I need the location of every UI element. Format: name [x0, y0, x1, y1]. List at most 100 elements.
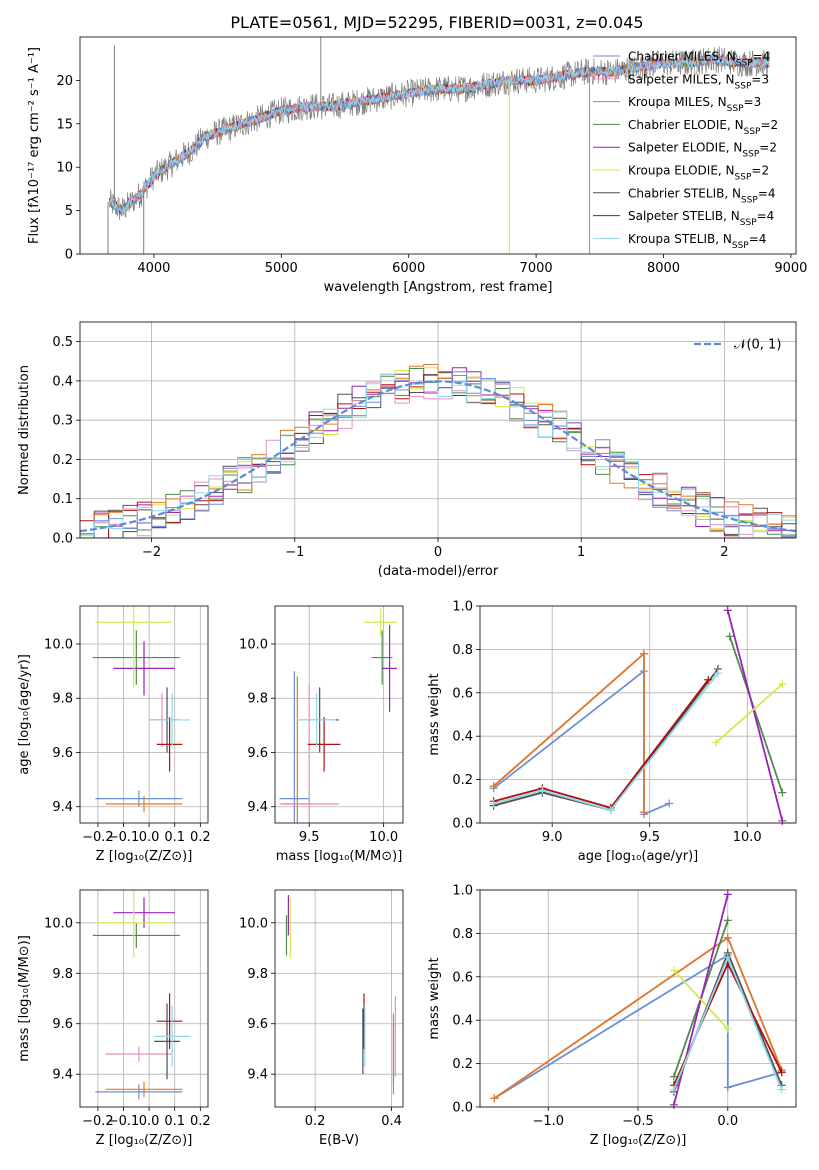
x-axis-label: age [log₁₀(age/yr)]: [578, 849, 699, 864]
y-tick-label: 9.6: [247, 1017, 268, 1032]
y-tick-label: 0.2: [452, 773, 473, 788]
plot-layer: 4000 5000 6000 7000 8000 900005101520waveleng…: [17, 36, 807, 1148]
weight-marker: [669, 966, 678, 975]
x-tick-label: −2: [142, 545, 161, 560]
x-tick-label: −0.1: [108, 830, 140, 845]
spectrum-model-line: [108, 53, 770, 215]
errorbar-point: [95, 606, 173, 688]
y-axis-label: Normed distribution: [17, 365, 32, 495]
x-tick-label: 0.2: [190, 1114, 211, 1129]
weight-marker: [639, 649, 648, 658]
x-tick-label: 1: [577, 545, 585, 560]
x-tick-label: 5000: [265, 261, 298, 276]
y-tick-label: 9.6: [247, 746, 268, 761]
x-tick-label: 0: [434, 545, 442, 560]
y-tick-label: 0.6: [452, 970, 473, 985]
axes-frame: [274, 605, 404, 824]
y-tick-label: 1.0: [452, 884, 473, 899]
x-tick-label: 7000: [520, 261, 553, 276]
y-tick-label: 9.8: [247, 967, 268, 982]
x-axis-label: E(B-V): [319, 1133, 359, 1148]
x-tick-label: 0.1: [164, 1114, 185, 1129]
errorbar-point: [92, 630, 180, 685]
x-tick-label: −0.5: [622, 1114, 654, 1129]
axes-frame: [479, 605, 797, 824]
y-axis-label: mass weight: [427, 957, 442, 1039]
x-axis-label: wavelength [Angstrom, rest frame]: [324, 280, 553, 295]
y-tick-label: 0.4: [452, 1014, 473, 1029]
histogram-series: [80, 377, 796, 538]
y-tick-label: 9.4: [52, 1068, 73, 1083]
y-tick-label: 0.0: [52, 532, 73, 547]
x-tick-label: −0.2: [82, 1114, 114, 1129]
x-tick-label: 9.5: [639, 830, 660, 845]
weight-marker: [723, 916, 732, 925]
y-tick-label: 0.1: [52, 492, 73, 507]
weight-marker: [713, 669, 722, 678]
legend-label: Salpeter MILES, NSSP=3: [628, 72, 769, 91]
x-tick-label: −1.0: [532, 1114, 564, 1129]
y-tick-label: 0.2: [452, 1057, 473, 1072]
weight-marker: [723, 606, 732, 615]
x-tick-label: 9.0: [542, 830, 563, 845]
weight-series-line: [493, 651, 645, 813]
weight-marker: [669, 1100, 678, 1109]
legend-label: Salpeter STELIB, NSSP=4: [628, 209, 774, 228]
age_vs_Z-axes: −0.2−0.1 0.0 0.1 0.2 9.4 9.6 9.8 10.0 Z [log₁₀(Z…: [17, 606, 211, 864]
y-tick-label: 0.6: [452, 686, 473, 701]
legend-label: Kroupa ELODIE, NSSP=2: [628, 164, 769, 183]
weight-marker: [723, 890, 732, 899]
y-tick-label: 10.0: [239, 637, 268, 652]
errorbar-point: [364, 608, 398, 636]
age_vs_mass-axes: 9.5 10.0 9.4 9.6 9.8 10.0 mass [log₁₀(M/M⊙)]: [239, 606, 403, 864]
legend-label: 𝒩(0, 1): [734, 338, 781, 353]
axes-frame: [79, 605, 209, 824]
residuals-axes: −2 −1 0 1 2 0.0 0.1 0.2 0.3 0.4 0.5 (data-model)/er…: [17, 322, 796, 579]
x-tick-label: 8000: [647, 261, 680, 276]
y-tick-label: 9.8: [52, 967, 73, 982]
weight-series-line: [493, 672, 719, 812]
axes-frame: [79, 889, 209, 1108]
spectrum-legend: Chabrier MILES, NSSP=4 Salpeter MILES, NS…: [593, 50, 778, 251]
weight-series-line: [493, 668, 719, 812]
x-axis-label: (data-model)/error: [378, 564, 499, 579]
y-tick-label: 0.4: [52, 374, 73, 389]
axes-frame: [79, 36, 797, 255]
weight-marker: [606, 805, 615, 814]
errorbar-point: [382, 624, 398, 712]
y-axis-label: age [log₁₀(age/yr)]: [17, 654, 32, 775]
x-tick-label: −1: [285, 545, 304, 560]
x-tick-label: 0.4: [381, 1114, 402, 1129]
legend-label: Kroupa MILES, NSSP=3: [628, 95, 761, 114]
spectrum-axes: 4000 5000 6000 7000 8000 9000 0 5 10 15 20 waveleng…: [27, 47, 807, 295]
x-axis-label: Z [log₁₀(Z/Z⊙)]: [96, 1133, 193, 1148]
legend-label: Chabrier MILES, NSSP=4: [628, 50, 770, 69]
y-tick-label: 9.8: [52, 692, 73, 707]
x-tick-label: 4000: [137, 261, 170, 276]
errorbar-point: [105, 1046, 173, 1062]
weight-marker: [777, 1085, 786, 1094]
weight-series-line: [493, 679, 709, 809]
weight-marker: [489, 799, 498, 808]
weight-marker: [704, 675, 713, 684]
errorbar-point: [154, 1003, 180, 1080]
weight-marker: [778, 788, 787, 797]
histogram-series: [80, 364, 796, 538]
y-tick-label: 15: [56, 117, 73, 132]
spectrum-model-line: [108, 54, 770, 216]
x-axis-label: Z [log₁₀(Z/Z⊙)]: [96, 849, 193, 864]
legend-label: Kroupa STELIB, NSSP=4: [628, 232, 766, 251]
y-tick-label: 9.4: [247, 1068, 268, 1083]
weight-series-line: [493, 651, 645, 813]
weight-marker: [538, 786, 547, 795]
y-tick-label: 20: [56, 74, 73, 89]
errorbar-point: [95, 890, 173, 959]
x-tick-label: −0.2: [82, 830, 114, 845]
gaussian-curve: [80, 380, 796, 533]
y-tick-label: 9.4: [247, 800, 268, 815]
x-tick-label: −0.1: [108, 1114, 140, 1129]
weight_vs_Z-axes: −1.0 −0.5 0.0 0.0 0.2 0.4 0.6 0.8 1.0 Z [log₁₀(Z/…: [427, 884, 796, 1148]
x-tick-label: 0.0: [139, 1114, 160, 1129]
y-tick-label: 0.4: [452, 730, 473, 745]
x-tick-label: 10.0: [369, 830, 398, 845]
